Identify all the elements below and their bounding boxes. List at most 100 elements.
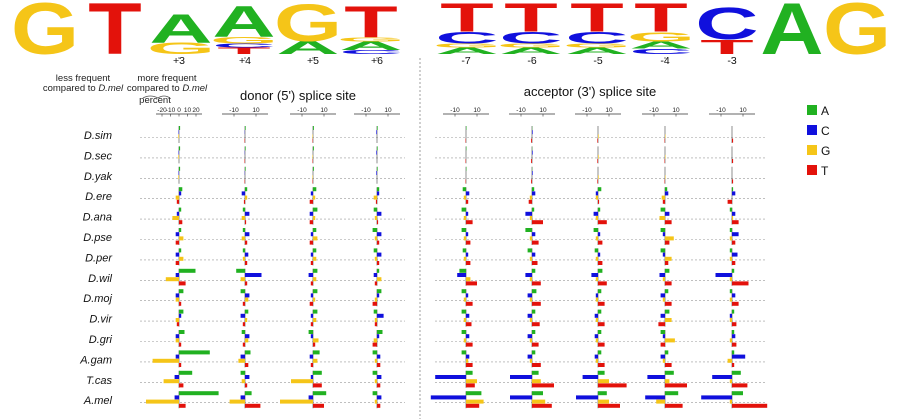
bar-T	[732, 403, 768, 408]
bar-G	[152, 358, 179, 363]
bar-A	[313, 391, 327, 396]
bar-T	[179, 301, 182, 306]
bar-G	[374, 379, 377, 384]
bar-A	[313, 289, 318, 294]
bar-A	[532, 207, 535, 212]
bar-G	[729, 277, 732, 282]
bar-A	[372, 391, 377, 396]
bar-A	[313, 126, 314, 130]
bar-C	[310, 334, 313, 339]
bar-G	[529, 236, 532, 241]
bar-T	[665, 220, 672, 225]
bar-C	[532, 150, 533, 155]
bar-T	[732, 261, 736, 265]
bar-G	[665, 236, 674, 241]
logo-letter-A-acceptor-2: A	[565, 46, 628, 56]
bar-C	[310, 252, 313, 257]
bar-C	[308, 395, 313, 400]
bar-C	[594, 334, 598, 339]
logo-letter-A-acceptor-1: A	[499, 46, 562, 56]
bar-G	[146, 399, 179, 404]
bar-A	[313, 309, 318, 314]
donor-panel-title: donor (5') splice site	[240, 88, 356, 103]
bar-A	[532, 391, 543, 396]
bar-A	[462, 187, 466, 192]
species-label: A.gam	[79, 354, 112, 366]
bar-T	[598, 199, 600, 204]
bar-T	[377, 403, 381, 408]
logo-letter-G-donor-5: G	[337, 36, 405, 43]
bar-A	[598, 289, 602, 294]
bar-C	[510, 395, 532, 400]
logo-letter-C-acceptor-3: C	[629, 47, 692, 55]
bar-T	[179, 220, 183, 225]
bar-A	[377, 187, 380, 192]
bar-G	[529, 277, 532, 282]
bar-A	[373, 248, 377, 253]
bar-G	[529, 358, 532, 363]
logo-letter-G-donor-3: G	[210, 36, 278, 46]
bar-G	[598, 379, 609, 384]
bar-G	[374, 216, 377, 220]
bar-A	[466, 391, 482, 396]
bar-T	[466, 301, 473, 306]
bar-T	[732, 281, 749, 286]
bar-C	[245, 293, 250, 298]
bar-G	[238, 358, 245, 363]
bar-C	[377, 191, 380, 196]
bar-G	[463, 195, 466, 200]
bar-A	[660, 248, 665, 253]
bar-A	[372, 370, 377, 375]
bar-A	[313, 228, 317, 232]
bar-T	[176, 199, 179, 204]
bar-A	[729, 289, 732, 294]
bar-G	[241, 216, 245, 220]
bar-T	[732, 342, 737, 347]
bar-C	[466, 191, 470, 196]
bar-G	[661, 195, 665, 200]
bar-C	[732, 293, 736, 298]
bar-G	[241, 379, 245, 384]
bar-T	[466, 261, 471, 265]
bar-T	[532, 240, 539, 245]
bar-T	[377, 240, 380, 245]
bar-C	[732, 354, 746, 359]
bar-C	[309, 211, 313, 216]
bar-C	[245, 211, 250, 216]
bar-A	[377, 166, 378, 171]
axis-tick-label: 20	[192, 107, 200, 114]
bar-C	[715, 273, 732, 277]
bar-C	[527, 354, 532, 359]
logo-letter-T-donor-5: T	[344, 0, 397, 47]
bar-G	[466, 379, 477, 384]
bar-T	[528, 199, 532, 204]
bar-T	[175, 240, 179, 245]
bar-A	[598, 391, 607, 396]
bar-T	[598, 301, 605, 306]
bar-A	[240, 289, 245, 294]
bar-A	[461, 330, 466, 334]
bar-T	[732, 220, 739, 225]
logo-letter-C-acceptor-1: C	[499, 29, 562, 47]
bar-C	[308, 273, 313, 277]
bar-C	[660, 293, 665, 298]
bar-T	[531, 138, 532, 143]
bar-G	[374, 236, 377, 241]
bar-C	[175, 293, 179, 298]
bar-A	[732, 268, 735, 273]
logo-letter-C-acceptor-4: C	[695, 0, 758, 49]
bar-C	[532, 191, 536, 196]
bar-G	[313, 318, 317, 322]
axis-tick-label: 10	[739, 107, 747, 114]
bar-T	[531, 179, 532, 184]
bar-G	[466, 358, 469, 363]
bar-C	[591, 273, 598, 277]
axis-tick-label: -10	[361, 107, 371, 114]
legend-swatch-C	[807, 125, 817, 135]
bar-A	[594, 248, 598, 253]
bar-G	[374, 318, 377, 322]
axis-tick-label: 10	[384, 107, 392, 114]
bar-G	[374, 256, 377, 261]
bar-T	[466, 240, 471, 245]
bar-T	[179, 281, 186, 286]
